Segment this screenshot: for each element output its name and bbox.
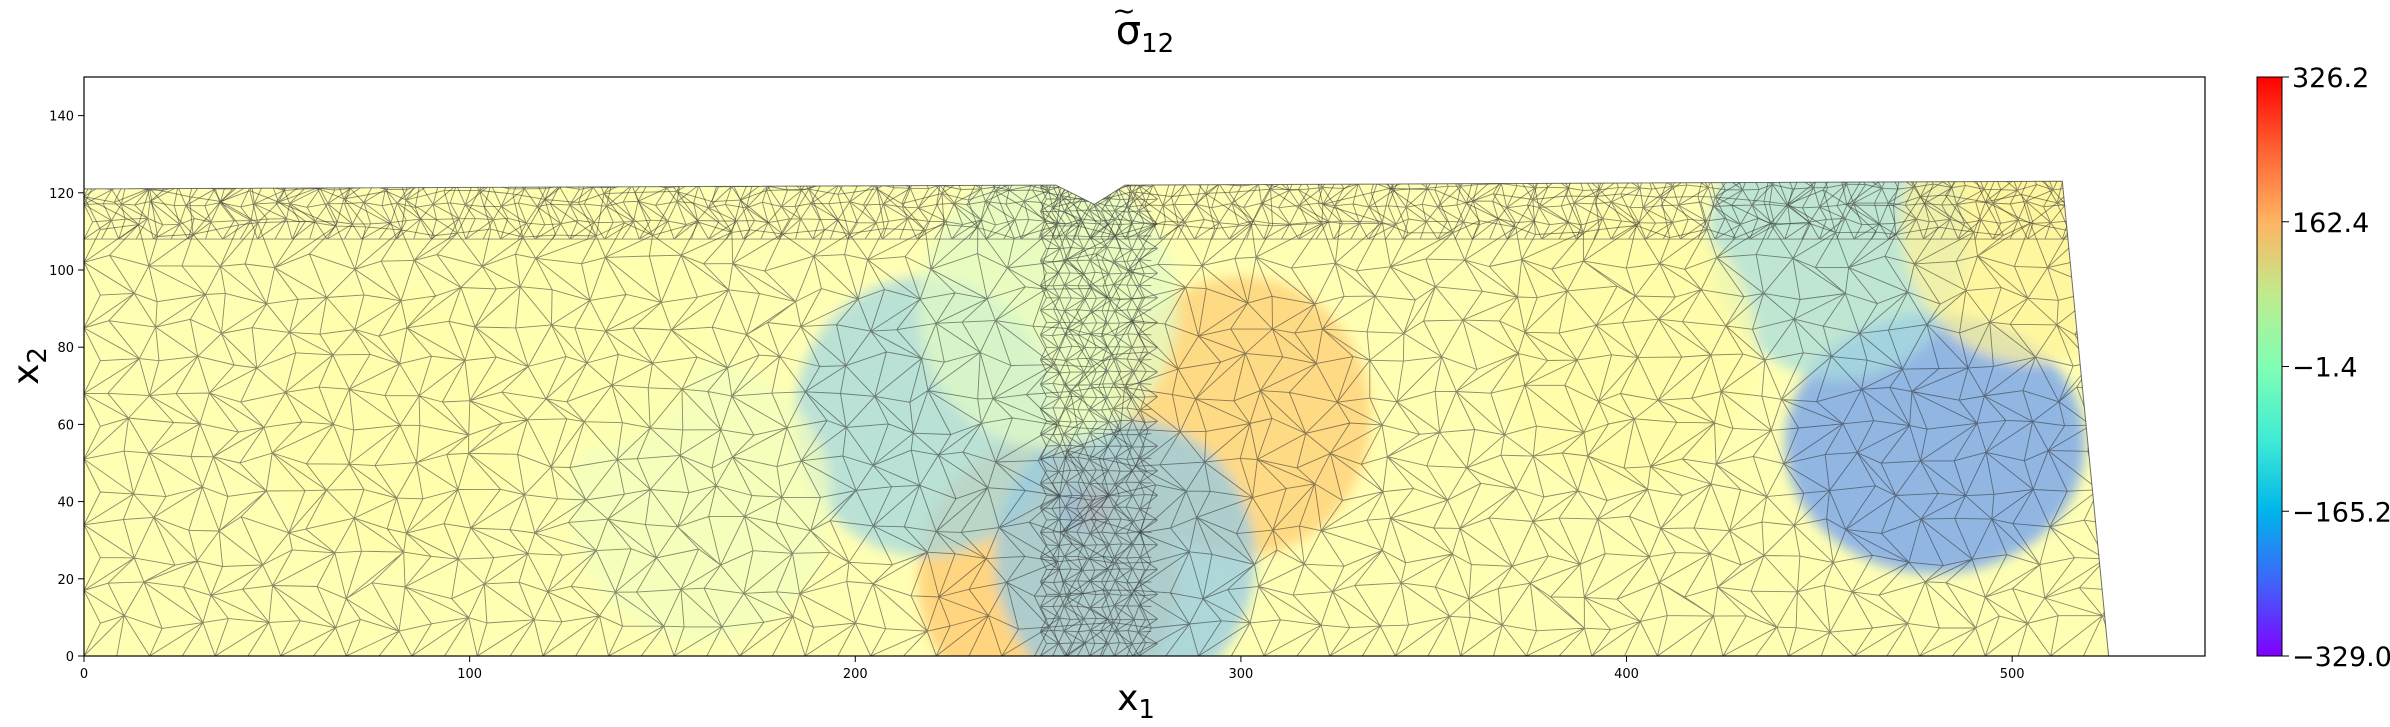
title-accent: ~	[1112, 0, 1135, 27]
colorbar-ticks: 326.2 162.4 −1.4 −165.2 −329.0	[2282, 63, 2390, 673]
x-tick-label: 400	[1614, 667, 1639, 682]
y-axis-label: x2	[6, 347, 53, 385]
y-tick-label: 140	[49, 110, 74, 125]
y-tick-label: 80	[57, 341, 74, 356]
colorbar-tick-label: 162.4	[2292, 208, 2369, 239]
x-tick-label: 500	[2000, 667, 2025, 682]
x-axis-label: x1	[1117, 678, 1155, 725]
mesh-edges	[84, 181, 2106, 240]
y-tick-label: 120	[49, 187, 74, 202]
y-tick-label: 0	[66, 650, 74, 665]
colorbar: 326.2 162.4 −1.4 −165.2 −329.0	[2256, 63, 2390, 673]
x-tick-label: 300	[1228, 667, 1253, 682]
title-symbol: σ	[1116, 8, 1141, 54]
domain-outline	[83, 180, 2110, 657]
y-tick-label: 40	[57, 496, 74, 511]
stress-field	[84, 181, 2109, 656]
stress-feature	[1496, 207, 1757, 488]
stress-feature	[995, 419, 1256, 656]
chart-title: σ12 ~	[1112, 0, 1174, 59]
y-tick-label: 20	[57, 573, 74, 588]
colorbar-tick-label: −165.2	[2292, 497, 2390, 528]
colorbar-gradient	[2256, 76, 2283, 657]
title-subscript: 12	[1141, 29, 1174, 59]
x-tick-label: 0	[80, 667, 88, 682]
colorbar-tick-label: −1.4	[2292, 353, 2358, 384]
svg-text:σ12: σ12	[1116, 8, 1174, 59]
x-ticks: 0 100 200 300 400 500	[80, 656, 2025, 682]
colorbar-tick-label: −329.0	[2292, 642, 2390, 673]
x-tick-label: 200	[843, 667, 868, 682]
y-tick-label: 60	[57, 418, 74, 433]
mesh-edges	[84, 181, 2109, 656]
triangular-mesh	[84, 181, 2109, 656]
mesh-edges	[1039, 181, 1158, 656]
x-tick-label: 100	[457, 667, 482, 682]
axes-frame	[83, 76, 2206, 657]
y-tick-label: 100	[49, 264, 74, 279]
colorbar-tick-label: 326.2	[2292, 63, 2369, 94]
y-ticks: 0 20 40 60 80 100 120 140	[49, 110, 84, 665]
